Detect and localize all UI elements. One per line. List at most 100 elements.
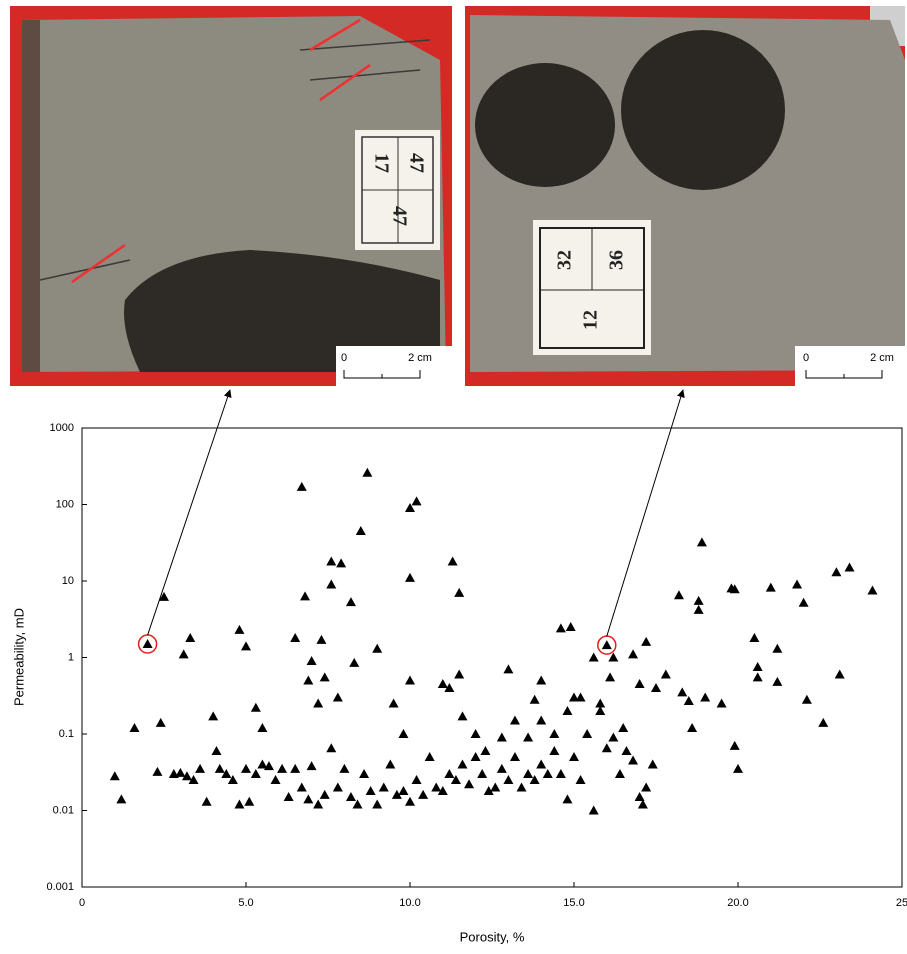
label-cell: 12	[580, 310, 602, 330]
point	[320, 790, 330, 799]
point	[510, 752, 520, 761]
point	[471, 729, 481, 738]
point	[753, 672, 763, 681]
point	[772, 644, 782, 653]
point	[497, 733, 507, 742]
x-tick-label: 0	[79, 897, 85, 909]
point	[589, 653, 599, 662]
y-tick-label: 0.001	[46, 881, 74, 893]
point	[615, 769, 625, 778]
point	[271, 775, 281, 784]
point	[234, 799, 244, 808]
point	[241, 641, 251, 650]
point	[687, 723, 697, 732]
point	[480, 746, 490, 755]
point	[143, 639, 153, 648]
point	[251, 703, 261, 712]
x-axis-label: Porosity, %	[460, 929, 525, 944]
point	[372, 644, 382, 653]
point	[621, 746, 631, 755]
x-tick-label: 20.0	[727, 897, 748, 909]
point	[179, 649, 189, 658]
point	[628, 649, 638, 658]
point	[303, 794, 313, 803]
point	[405, 676, 415, 685]
point	[543, 769, 553, 778]
point	[356, 526, 366, 535]
point	[717, 699, 727, 708]
point	[835, 669, 845, 678]
point	[202, 797, 212, 806]
point	[277, 764, 287, 773]
point	[694, 596, 704, 605]
point	[503, 664, 513, 673]
point	[129, 723, 139, 732]
point	[346, 792, 356, 801]
point	[602, 640, 612, 649]
point	[152, 767, 162, 776]
point	[349, 658, 359, 667]
point	[641, 782, 651, 791]
point	[300, 591, 310, 600]
point	[549, 746, 559, 755]
point	[346, 597, 356, 606]
point	[257, 723, 267, 732]
point	[802, 695, 812, 704]
point	[244, 797, 254, 806]
point	[326, 580, 336, 589]
label-cell: 17	[370, 153, 392, 173]
point	[326, 556, 336, 565]
point	[303, 676, 313, 685]
point	[234, 625, 244, 634]
point	[110, 771, 120, 780]
label-cell: 36	[606, 250, 628, 270]
point	[464, 779, 474, 788]
point	[582, 729, 592, 738]
point	[749, 633, 759, 642]
point	[477, 769, 487, 778]
label-cell: 47	[388, 206, 410, 226]
point	[648, 759, 658, 768]
label-cell: 32	[554, 250, 576, 270]
x-tick-label: 15.0	[563, 897, 584, 909]
point	[549, 729, 559, 738]
point	[490, 782, 500, 791]
point	[290, 764, 300, 773]
point	[733, 764, 743, 773]
point	[284, 792, 294, 801]
scale-label: 0	[803, 352, 809, 364]
point	[569, 752, 579, 761]
point	[628, 756, 638, 765]
x-tick-label: 5.0	[238, 897, 253, 909]
point	[457, 759, 467, 768]
point	[438, 679, 448, 688]
point	[457, 711, 467, 720]
point	[530, 695, 540, 704]
point	[297, 782, 307, 791]
point	[405, 573, 415, 582]
point	[576, 775, 586, 784]
point	[602, 743, 612, 752]
y-tick-label: 100	[56, 498, 74, 510]
point	[517, 782, 527, 791]
y-tick-label: 0.1	[59, 728, 74, 740]
photo-left: 17 47 47 0 2 cm	[10, 6, 452, 386]
photo-right: 32 36 12 0 2 cm	[465, 6, 905, 386]
point	[562, 706, 572, 715]
point	[307, 656, 317, 665]
point	[523, 769, 533, 778]
point	[425, 752, 435, 761]
point	[307, 761, 317, 770]
point	[362, 468, 372, 477]
point	[320, 672, 330, 681]
point	[766, 583, 776, 592]
plot-frame	[82, 428, 902, 887]
y-tick-label: 0.01	[53, 804, 74, 816]
label-cell: 47	[405, 153, 427, 173]
point	[772, 677, 782, 686]
point	[431, 782, 441, 791]
point	[641, 637, 651, 646]
point	[562, 794, 572, 803]
point	[418, 790, 428, 799]
point	[618, 723, 628, 732]
